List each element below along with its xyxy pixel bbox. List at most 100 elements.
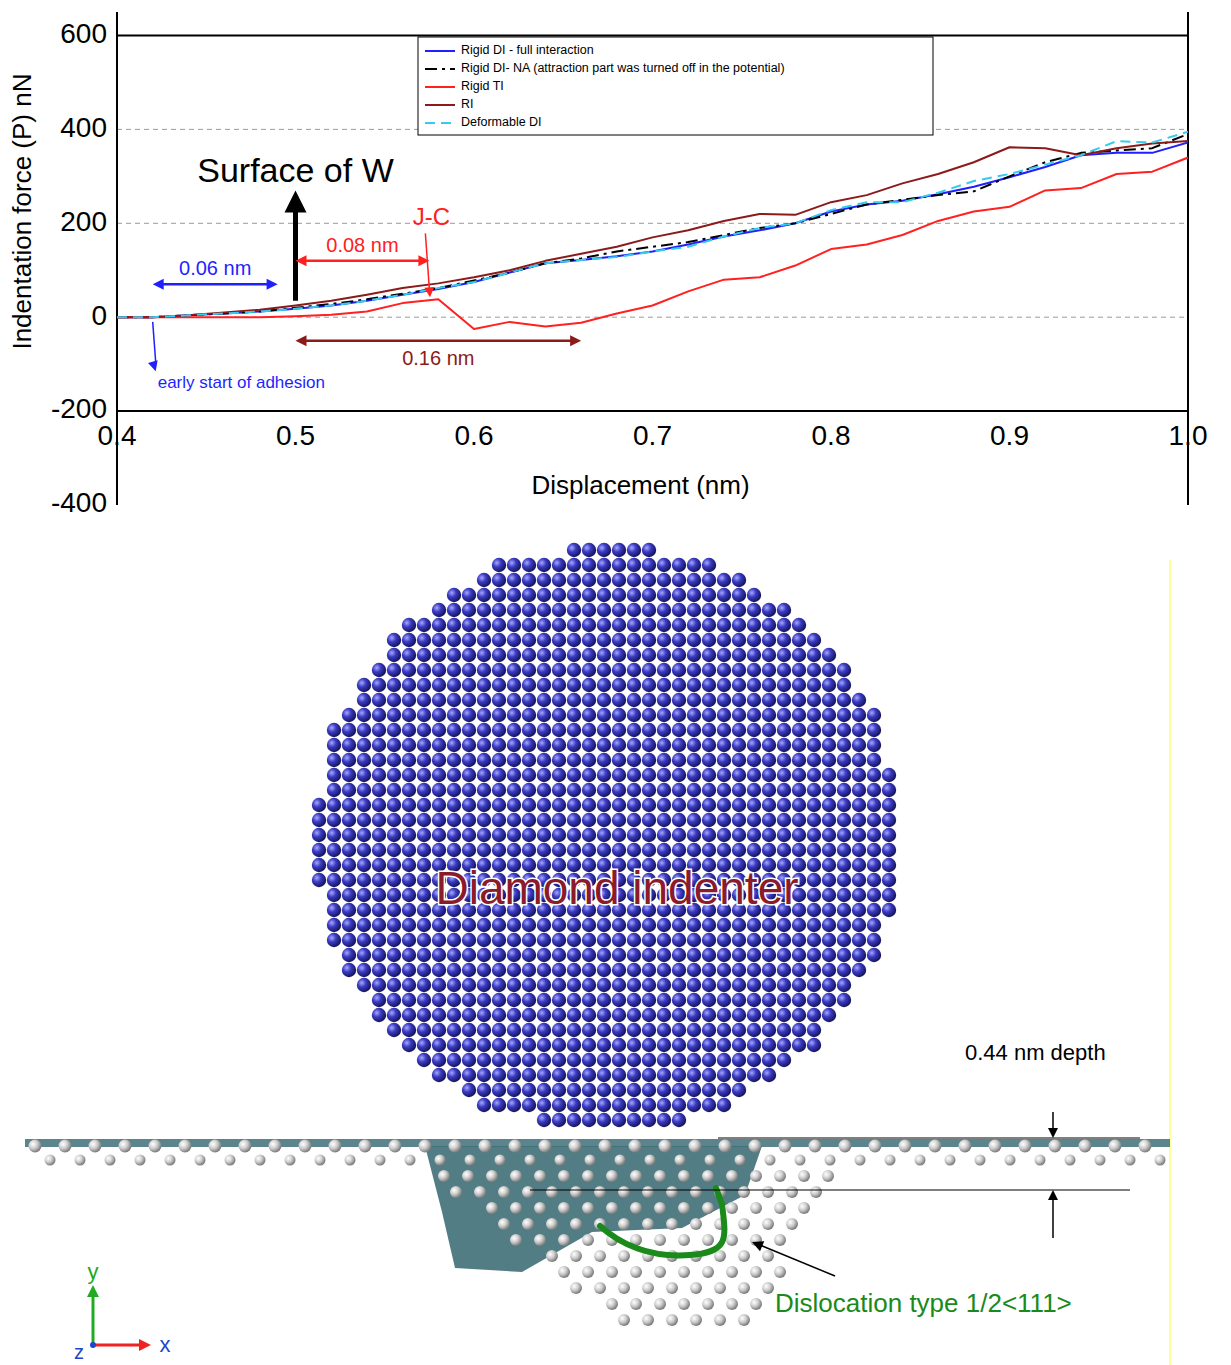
c-atom (507, 918, 521, 932)
c-atom (792, 738, 806, 752)
c-atom (837, 918, 851, 932)
c-atom (387, 1023, 401, 1037)
w-atom (786, 1218, 798, 1230)
c-atom (777, 618, 791, 632)
c-atom (732, 648, 746, 662)
c-atom (867, 813, 881, 827)
c-atom (582, 783, 596, 797)
c-atom (792, 1038, 806, 1052)
w-atom (534, 1202, 546, 1214)
c-atom (342, 708, 356, 722)
c-atom (822, 783, 836, 797)
c-atom (522, 1053, 536, 1067)
c-atom (867, 798, 881, 812)
w-atom (666, 1218, 678, 1230)
c-atom (732, 1068, 746, 1082)
c-atom (627, 978, 641, 992)
c-atom (837, 798, 851, 812)
c-atom (642, 828, 656, 842)
c-atom (342, 963, 356, 977)
c-atom (717, 1038, 731, 1052)
c-atom (717, 1083, 731, 1097)
c-atom (567, 768, 581, 782)
c-atom (597, 843, 611, 857)
series-line (117, 132, 1188, 317)
c-atom (642, 603, 656, 617)
c-atom (462, 738, 476, 752)
c-atom (807, 633, 821, 647)
c-atom (822, 888, 836, 902)
c-atom (597, 918, 611, 932)
c-atom (642, 1023, 656, 1037)
c-atom (807, 873, 821, 887)
c-atom (492, 648, 506, 662)
c-atom (417, 678, 431, 692)
c-atom (567, 648, 581, 662)
c-atom (522, 573, 536, 587)
c-atom (852, 843, 866, 857)
c-atom (462, 783, 476, 797)
w-atom (1035, 1155, 1046, 1166)
c-atom (612, 543, 626, 557)
c-atom (717, 648, 731, 662)
w-atom (1049, 1140, 1062, 1153)
c-atom (447, 768, 461, 782)
c-atom (582, 558, 596, 572)
w-atom (269, 1140, 282, 1153)
c-atom (582, 633, 596, 647)
w-atom (654, 1202, 666, 1214)
c-atom (552, 978, 566, 992)
depth-line (530, 1189, 1130, 1190)
c-atom (747, 663, 761, 677)
c-atom (642, 783, 656, 797)
depth-arrow (1052, 1198, 1054, 1238)
c-atom (477, 723, 491, 737)
c-atom (507, 1068, 521, 1082)
c-atom (777, 978, 791, 992)
c-atom (687, 993, 701, 1007)
w-atom (738, 1218, 750, 1230)
c-atom (612, 1008, 626, 1022)
c-atom (582, 1068, 596, 1082)
c-atom (852, 708, 866, 722)
c-atom (717, 1023, 731, 1037)
triad-label: y (88, 1259, 99, 1284)
c-atom (687, 1023, 701, 1037)
c-atom (492, 708, 506, 722)
c-atom (372, 813, 386, 827)
w-atom (570, 1250, 582, 1262)
w-atom (810, 1186, 822, 1198)
c-atom (702, 843, 716, 857)
c-atom (702, 783, 716, 797)
c-atom (357, 873, 371, 887)
c-atom (372, 888, 386, 902)
c-atom (762, 708, 776, 722)
c-atom (327, 723, 341, 737)
c-atom (342, 813, 356, 827)
w-atom (726, 1298, 738, 1310)
c-atom (642, 708, 656, 722)
c-atom (477, 633, 491, 647)
c-atom (687, 1038, 701, 1052)
c-atom (612, 723, 626, 737)
c-atom (702, 963, 716, 977)
c-atom (492, 723, 506, 737)
c-atom (672, 843, 686, 857)
c-atom (672, 738, 686, 752)
c-atom (687, 558, 701, 572)
c-atom (447, 738, 461, 752)
c-atom (627, 693, 641, 707)
c-atom (717, 693, 731, 707)
legend-swatch (425, 104, 455, 106)
w-atom (795, 1155, 806, 1166)
c-atom (762, 633, 776, 647)
c-atom (777, 993, 791, 1007)
grid-line (117, 411, 1188, 412)
c-atom (597, 573, 611, 587)
c-atom (357, 693, 371, 707)
c-atom (537, 678, 551, 692)
dislocation-label: Dislocation type 1/2<111> (775, 1288, 1072, 1318)
c-atom (852, 813, 866, 827)
w-atom (959, 1140, 972, 1153)
c-atom (327, 798, 341, 812)
